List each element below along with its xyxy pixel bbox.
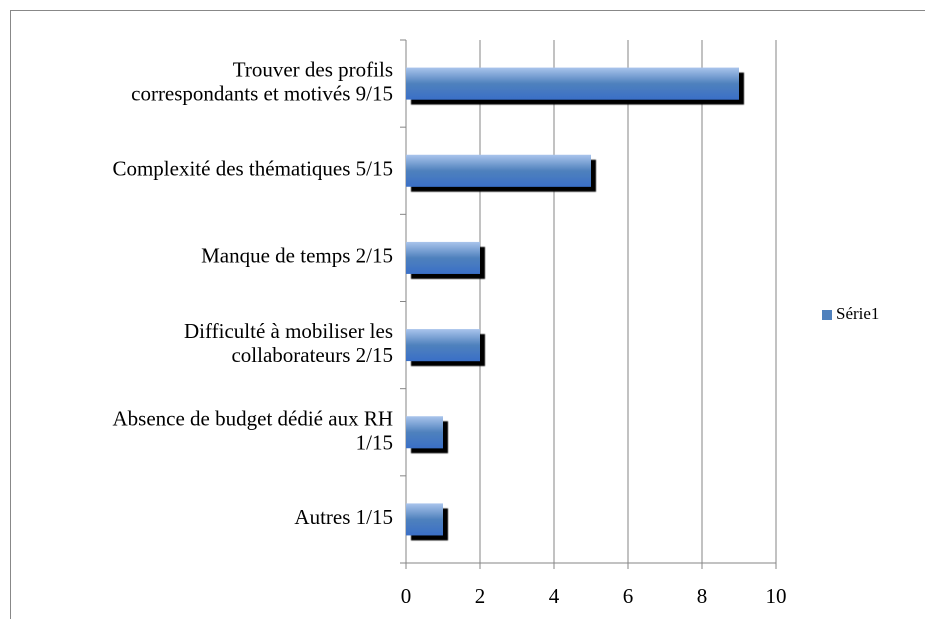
- x-tick-label: 8: [697, 584, 708, 608]
- bar: [406, 503, 443, 536]
- legend-label: Série1: [836, 304, 879, 323]
- y-tick-label: Complexité des thématiques 5/15: [112, 157, 393, 181]
- x-tick-label: 4: [549, 584, 560, 608]
- y-tick-label: Trouver des profils correspondants et mot…: [131, 57, 393, 105]
- bar: [406, 154, 591, 187]
- x-tick-label: 6: [623, 584, 634, 608]
- x-tick-label: 0: [401, 584, 412, 608]
- bar: [406, 329, 480, 362]
- y-tick-label: Manque de temps 2/15: [201, 244, 393, 268]
- chart-border: [10, 10, 925, 619]
- y-tick-label: Difficulté à mobiliser les collaborateurs…: [184, 319, 393, 367]
- y-tick-label: Autres 1/15: [294, 505, 393, 529]
- bar: [406, 416, 443, 449]
- x-tick-label: 10: [766, 584, 787, 608]
- legend-swatch: [822, 310, 832, 320]
- x-tick-label: 2: [475, 584, 486, 608]
- bar: [406, 67, 739, 100]
- y-tick-label: Absence de budget dédié aux RH 1/15: [113, 406, 394, 454]
- bar: [406, 241, 480, 274]
